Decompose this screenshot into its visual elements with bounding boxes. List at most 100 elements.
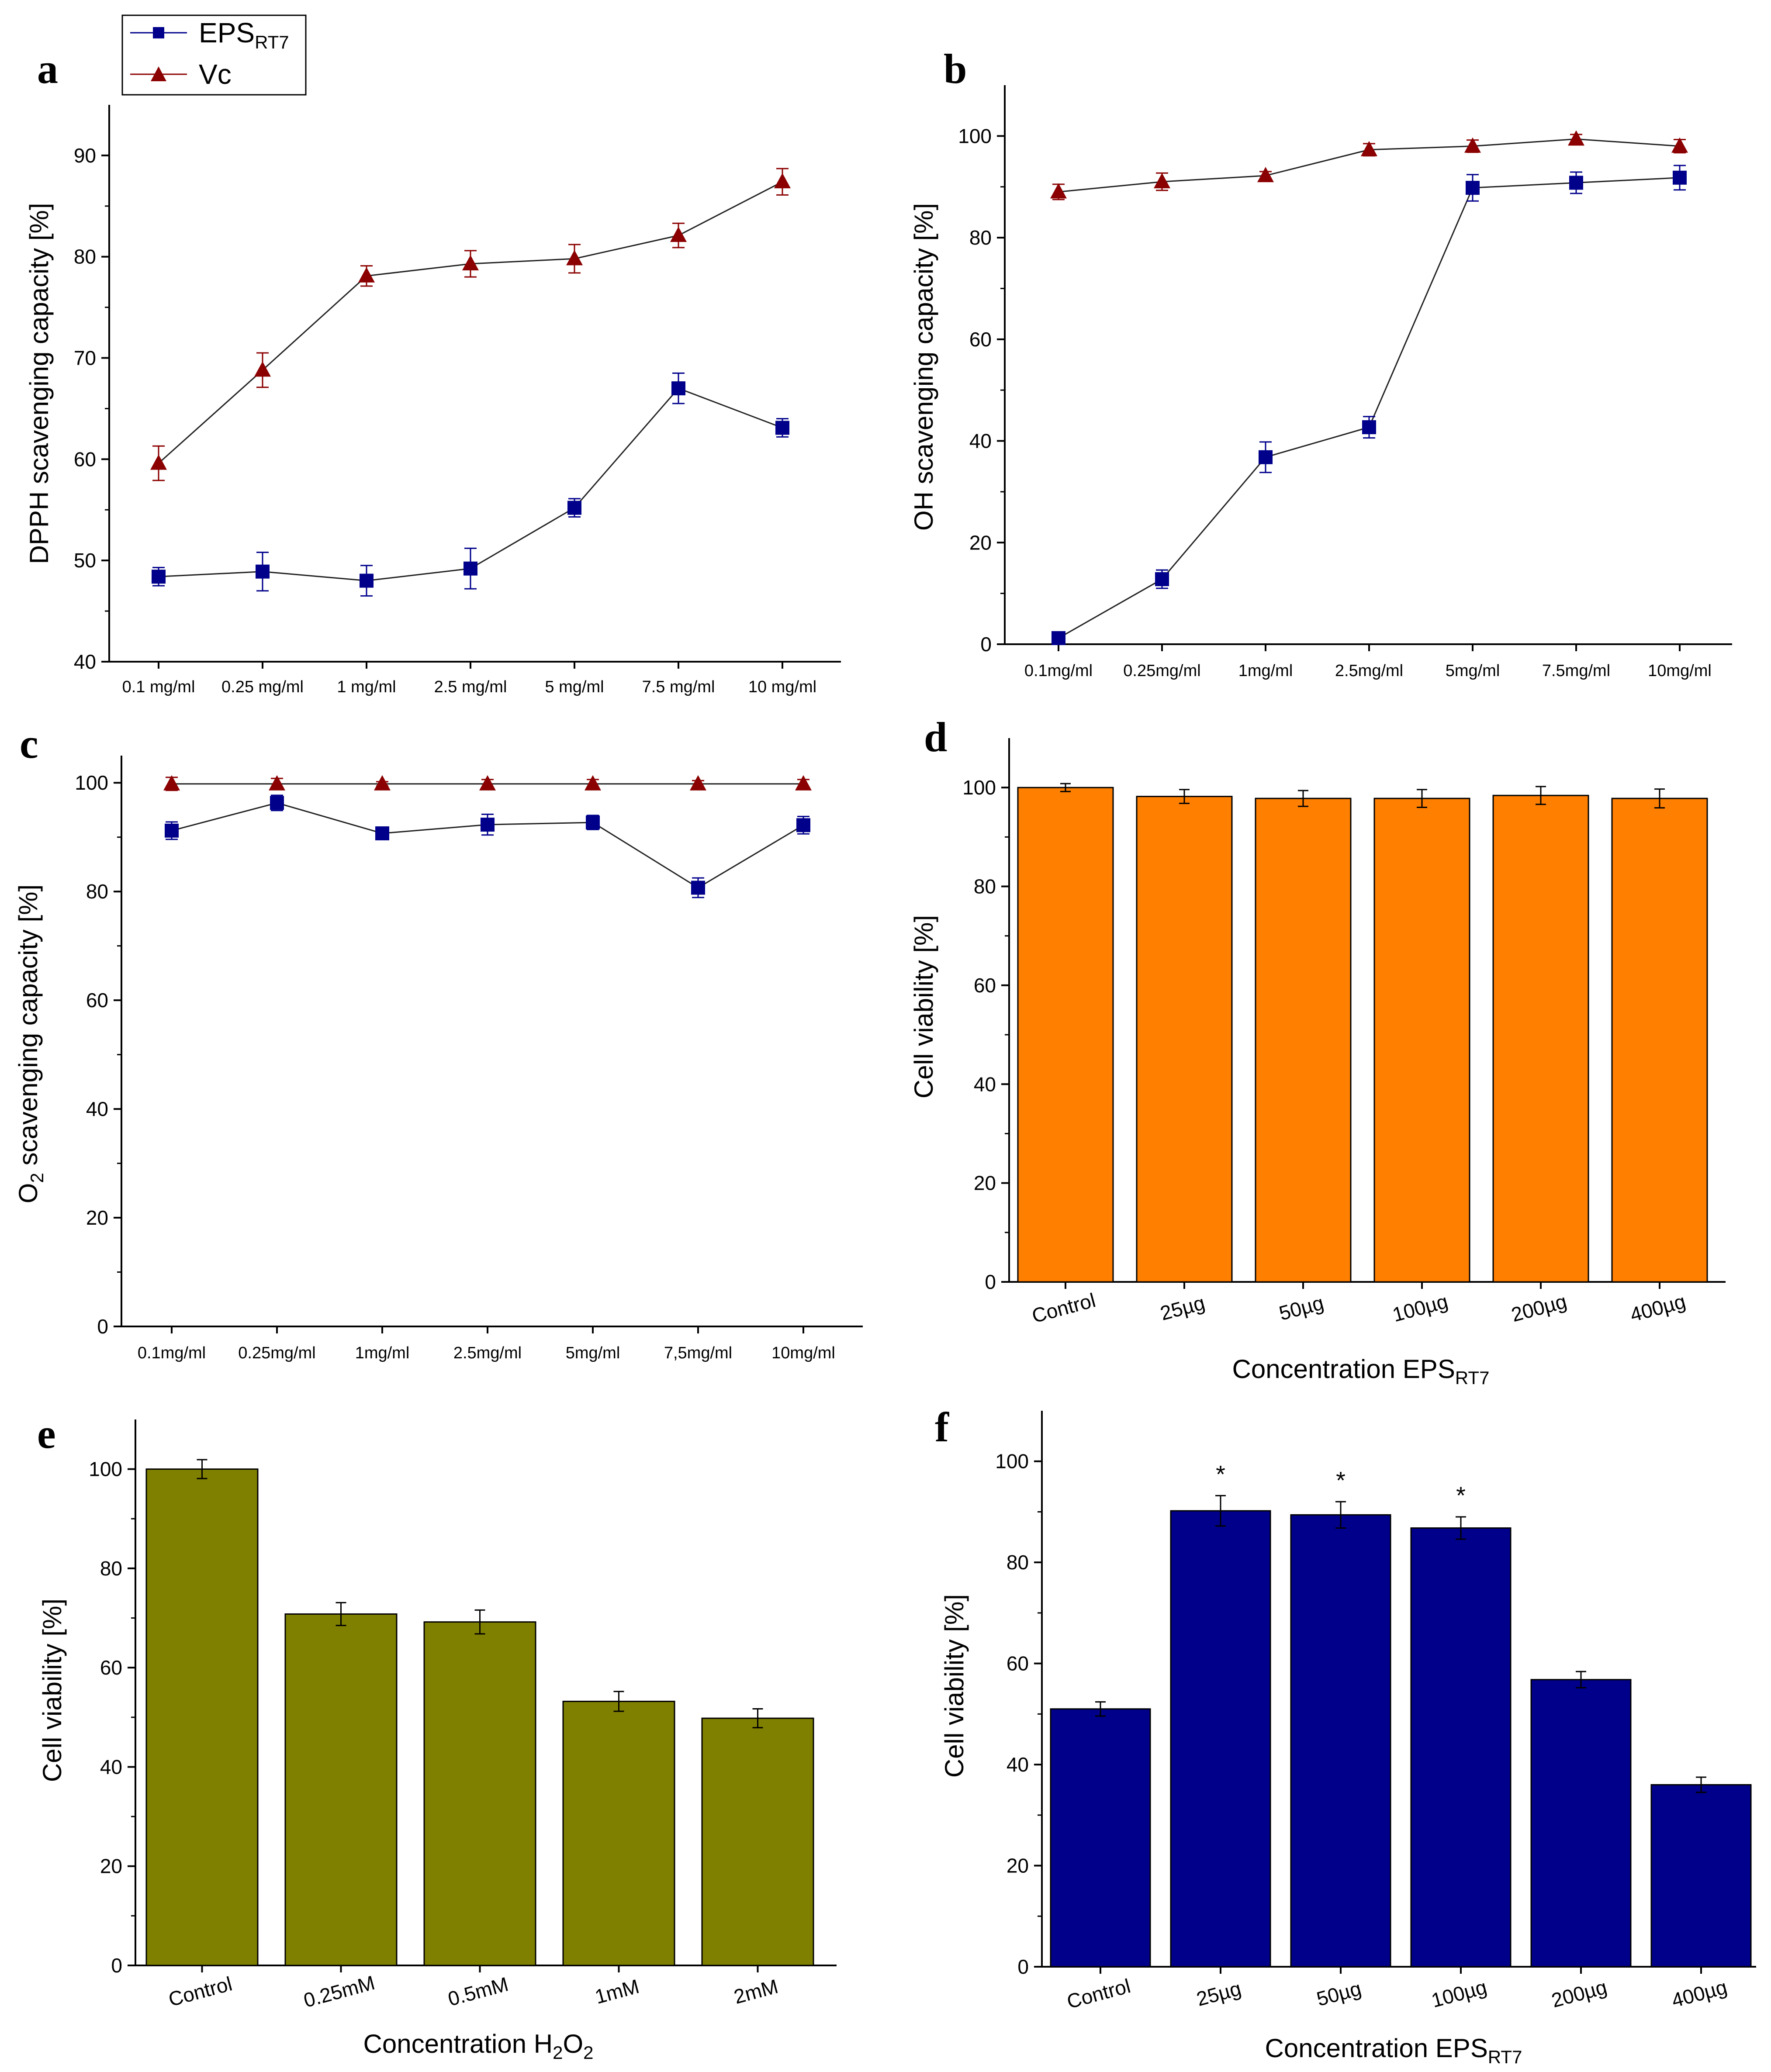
x-tick-label: 25µg <box>1158 1291 1207 1325</box>
data-point-square <box>375 826 389 841</box>
x-tick-label: 0.25mM <box>301 1971 377 2012</box>
bar <box>423 1621 536 1966</box>
y-tick-label: 40 <box>969 430 992 452</box>
x-tick-label: 200µg <box>1549 1975 1609 2012</box>
panel-e-x-label-sub2: 2 <box>583 2042 593 2063</box>
x-tick-label: 7,5mg/ml <box>664 1344 732 1362</box>
panel-f-y-label: Cell viability [%] <box>940 1594 969 1778</box>
y-tick-label: 60 <box>74 448 96 470</box>
data-point-triangle <box>1361 141 1377 156</box>
panel-e-x-label-sub: 2 <box>553 2042 563 2063</box>
data-point-square <box>796 818 810 832</box>
bar <box>701 1717 814 1966</box>
y-tick-label: 40 <box>974 1073 996 1095</box>
x-tick-label: 7.5 mg/ml <box>642 678 715 696</box>
x-tick-label: 25µg <box>1194 1977 1243 2010</box>
data-point-triangle <box>690 775 706 791</box>
data-point-square <box>1259 450 1273 464</box>
data-point-triangle <box>795 775 812 791</box>
panel-b-series <box>1050 130 1688 646</box>
y-tick-label: 80 <box>1007 1551 1029 1574</box>
panel-f-x-label: Concentration EPSRT7 <box>1265 2034 1522 2067</box>
significance-marker: * <box>1216 1460 1225 1488</box>
legend-eps-base: EPS <box>199 17 255 48</box>
y-tick-label: 90 <box>74 144 96 167</box>
panel-letter-d: d <box>924 714 947 760</box>
data-point-square <box>691 881 705 895</box>
y-tick-label: 60 <box>86 989 108 1012</box>
panel-b-oh-chart: b OH scavenging capacity [%] 0 20 40 60 80 10… <box>909 45 1732 680</box>
x-tick-label: 5mg/ml <box>1446 662 1500 680</box>
y-tick-label: 20 <box>1007 1854 1029 1877</box>
data-point-triangle <box>374 775 391 791</box>
y-tick-label: 100 <box>89 1458 122 1481</box>
x-tick-label: 10mg/ml <box>771 1344 835 1362</box>
data-point-square <box>1673 170 1687 185</box>
panel-d-y-label: Cell viability [%] <box>909 915 938 1098</box>
data-point-triangle <box>269 775 285 791</box>
panel-e-bars <box>145 1459 814 1966</box>
data-point-triangle <box>462 255 479 270</box>
x-tick-label: 50µg <box>1314 1977 1363 2010</box>
panel-f-x-label-base: Concentration EPS <box>1265 2034 1488 2063</box>
y-tick-label: 0 <box>97 1315 108 1338</box>
y-tick-label: 70 <box>74 347 96 370</box>
data-point-square <box>567 501 581 515</box>
data-point-square <box>152 570 166 584</box>
x-tick-label: 5mg/ml <box>566 1344 620 1362</box>
y-tick-label: 80 <box>100 1557 122 1580</box>
panel-e-x-label: Concentration H2O2 <box>363 2029 594 2063</box>
bar <box>1650 1784 1752 1968</box>
y-tick-label: 40 <box>86 1098 108 1120</box>
x-tick-label: 2mM <box>731 1975 780 2008</box>
series-line-vc <box>158 181 783 464</box>
panel-a-y-ticks: 40 50 60 70 80 90 <box>74 144 109 673</box>
panel-e-x-label-mid: O <box>563 2029 583 2058</box>
series-line-eps <box>1058 177 1680 639</box>
y-tick-label: 20 <box>86 1206 108 1229</box>
panel-d-bars <box>1017 783 1708 1283</box>
panel-d-x-label-sub: RT7 <box>1455 1368 1490 1388</box>
panel-letter-e: e <box>37 1410 56 1457</box>
data-point-square <box>360 573 374 588</box>
y-tick-label: 0 <box>985 1271 996 1293</box>
data-point-square <box>481 818 495 832</box>
bar <box>1530 1679 1632 1968</box>
x-tick-label: Control <box>166 1972 235 2011</box>
x-tick-label: 2.5mg/ml <box>453 1344 522 1362</box>
panel-f-x-label-sub: RT7 <box>1488 2047 1522 2067</box>
bar <box>562 1700 675 1966</box>
panel-c-y-label-rest: scavenging capacity [%] <box>14 884 43 1173</box>
panel-c-y-label-o: O <box>14 1183 43 1204</box>
y-tick-label: 40 <box>100 1755 122 1778</box>
legend-eps-sub: RT7 <box>255 32 289 52</box>
data-point-square <box>1362 420 1376 435</box>
panel-letter-c: c <box>20 720 38 767</box>
data-point-triangle <box>163 775 180 791</box>
panel-letter-f: f <box>935 1404 949 1450</box>
significance-marker: * <box>1336 1466 1346 1494</box>
data-point-triangle <box>1464 137 1481 153</box>
x-tick-label: 5 mg/ml <box>545 678 604 696</box>
x-tick-label: 1mg/ml <box>1238 662 1293 680</box>
x-tick-label: 0.5mM <box>446 1972 511 2010</box>
y-tick-label: 20 <box>974 1172 996 1195</box>
data-point-triangle <box>358 267 375 283</box>
y-tick-label: 60 <box>969 328 992 351</box>
y-tick-label: 40 <box>1007 1753 1029 1776</box>
x-tick-label: 0.25mg/ml <box>238 1344 315 1362</box>
data-point-triangle <box>670 227 687 242</box>
panel-f-bars: * * * <box>1050 1460 1752 1968</box>
x-tick-label: 400µg <box>1628 1290 1688 1326</box>
bar <box>1290 1514 1391 1968</box>
x-tick-label: 200µg <box>1509 1290 1569 1326</box>
data-point-triangle <box>1050 183 1067 199</box>
x-tick-label: 100µg <box>1390 1290 1450 1326</box>
panel-letter-a: a <box>37 45 58 92</box>
bar <box>284 1613 398 1966</box>
bar <box>1170 1510 1271 1968</box>
panel-a-y-label: DPPH scavenging capacity [%] <box>24 203 54 564</box>
y-tick-label: 0 <box>1017 1955 1029 1978</box>
panel-f-protection-chart: f Cell viability [%] Concentration EPSRT… <box>935 1404 1756 2067</box>
data-point-triangle <box>479 775 496 791</box>
